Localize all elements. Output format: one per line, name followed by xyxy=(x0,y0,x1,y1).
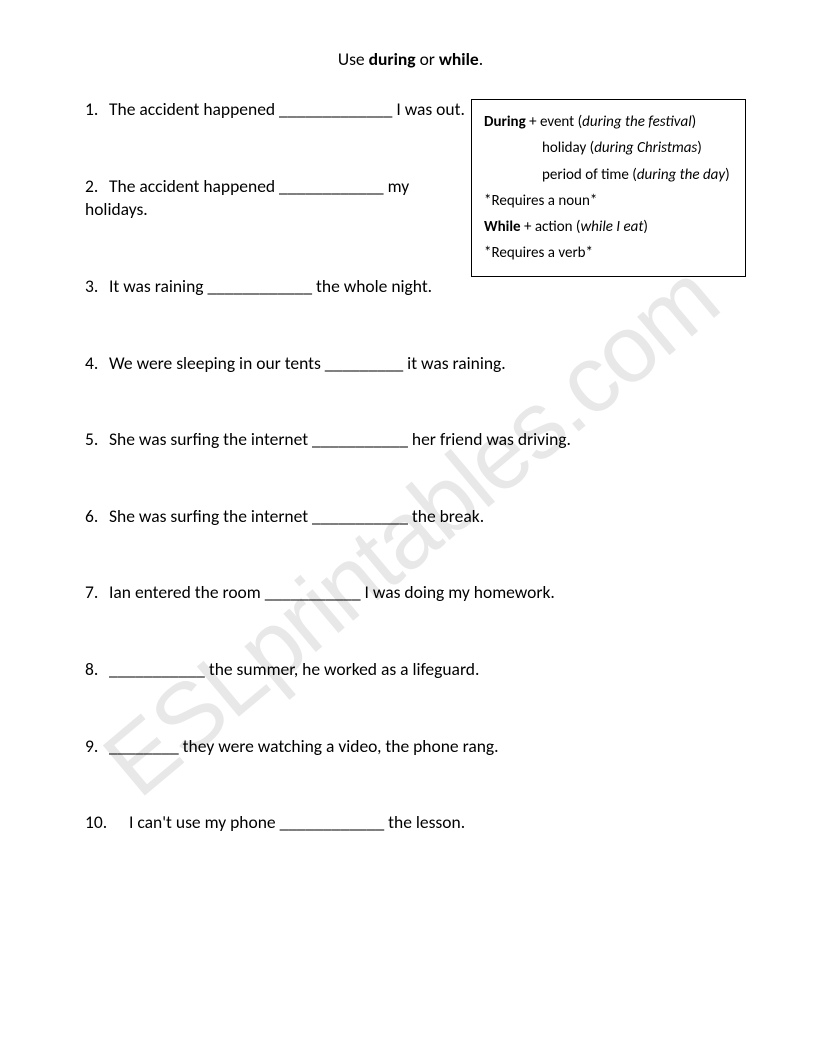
question-5: 5.She was surfing the internet _________… xyxy=(85,428,736,452)
question-10: 10.I can't use my phone ____________ the… xyxy=(85,811,736,835)
question-number: 6. xyxy=(85,505,109,529)
question-number: 4. xyxy=(85,352,109,376)
question-text: Ian entered the room ___________ I was d… xyxy=(109,581,555,603)
info-during-requirement: *Requires a noun* xyxy=(484,188,735,214)
question-text: It was raining ____________ the whole ni… xyxy=(109,275,432,297)
while-text-1a: + action ( xyxy=(521,218,581,236)
during-example-1: during the festival xyxy=(582,113,692,131)
question-text: The accident happened _____________ I wa… xyxy=(109,98,465,120)
question-number: 10. xyxy=(85,811,129,835)
question-text: ___________ the summer, he worked as a l… xyxy=(109,658,479,680)
info-while-requirement: *Requires a verb* xyxy=(484,240,735,266)
question-number: 5. xyxy=(85,428,109,452)
question-text: I can't use my phone ____________ the le… xyxy=(129,811,465,833)
while-example-1: while I eat xyxy=(580,218,643,236)
question-2: 2.The accident happened ____________ my … xyxy=(85,175,445,222)
during-text-2c: ) xyxy=(697,139,702,157)
info-during-line3: period of time (during the day) xyxy=(484,162,735,188)
question-7: 7.Ian entered the room ___________ I was… xyxy=(85,581,736,605)
title-word1: during xyxy=(369,48,416,70)
info-during-line1: During + event (during the festival) xyxy=(484,109,735,135)
question-number: 8. xyxy=(85,658,109,682)
while-label: While xyxy=(484,218,521,236)
question-9: 9.________ they were watching a video, t… xyxy=(85,735,736,759)
questions-area: During + event (during the festival) hol… xyxy=(85,98,736,835)
question-number: 2. xyxy=(85,175,109,199)
question-number: 3. xyxy=(85,275,109,299)
question-3: 3.It was raining ____________ the whole … xyxy=(85,275,445,299)
title-word2: while xyxy=(439,48,479,70)
title-middle: or xyxy=(416,48,439,70)
during-text-3c: ) xyxy=(725,166,730,184)
title-prefix: Use xyxy=(338,48,369,70)
during-text-2a: holiday ( xyxy=(542,139,594,157)
worksheet-content: Use during or while. During + event (dur… xyxy=(85,48,736,835)
question-text: The accident happened ____________ my ho… xyxy=(85,175,409,221)
question-6: 6.She was surfing the internet _________… xyxy=(85,505,736,529)
question-8: 8.___________ the summer, he worked as a… xyxy=(85,658,736,682)
question-number: 9. xyxy=(85,735,109,759)
question-number: 7. xyxy=(85,581,109,605)
during-text-1a: + event ( xyxy=(526,113,582,131)
question-text: We were sleeping in our tents _________ … xyxy=(109,352,506,374)
while-text-1c: ) xyxy=(643,218,648,236)
grammar-info-box: During + event (during the festival) hol… xyxy=(471,99,746,277)
page-title: Use during or while. xyxy=(85,48,736,70)
question-number: 1. xyxy=(85,98,109,122)
question-text: ________ they were watching a video, the… xyxy=(109,735,499,757)
question-text: She was surfing the internet ___________… xyxy=(109,428,571,450)
during-label: During xyxy=(484,113,526,131)
during-text-1c: ) xyxy=(692,113,697,131)
title-suffix: . xyxy=(479,48,483,70)
question-4: 4.We were sleeping in our tents ________… xyxy=(85,352,736,376)
during-example-2: during Christmas xyxy=(594,139,697,157)
question-text: She was surfing the internet ___________… xyxy=(109,505,484,527)
info-during-line2: holiday (during Christmas) xyxy=(484,135,735,161)
during-example-3: during the day xyxy=(637,166,725,184)
during-text-3a: period of time ( xyxy=(542,166,637,184)
info-while-line1: While + action (while I eat) xyxy=(484,214,735,240)
